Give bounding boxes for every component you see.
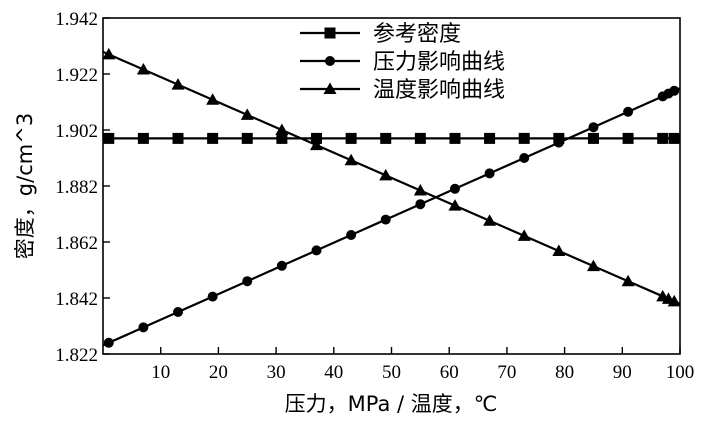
data-point-triangle	[621, 274, 635, 287]
y-axis-title: 密度，g/cm^3	[13, 113, 37, 259]
data-point-square	[310, 132, 322, 144]
data-point-circle	[623, 106, 634, 117]
data-point-square	[668, 132, 680, 144]
data-point-triangle	[552, 244, 566, 256]
x-tick-label: 50	[382, 362, 401, 383]
data-point-triangle	[240, 108, 254, 120]
legend-item-circle: 压力影响曲线	[300, 50, 505, 75]
data-point-triangle	[275, 123, 289, 135]
legend-marker-square	[324, 27, 336, 39]
x-tick-label: 60	[440, 362, 459, 383]
x-tick-label: 40	[324, 362, 343, 383]
data-point-triangle	[102, 47, 116, 60]
data-point-circle	[588, 122, 599, 133]
x-tick-label: 20	[209, 362, 228, 383]
data-point-triangle	[448, 199, 462, 211]
x-tick-label: 100	[666, 362, 695, 383]
y-tick-label: 1.922	[55, 65, 98, 86]
x-tick-label: 70	[497, 362, 516, 383]
data-point-circle	[173, 307, 184, 317]
data-point-square	[380, 132, 392, 144]
data-point-triangle	[379, 168, 393, 181]
legend-label: 参考密度	[373, 22, 461, 47]
data-point-circle	[103, 337, 114, 348]
data-point-circle	[669, 85, 680, 96]
data-point-circle	[346, 230, 357, 240]
x-tick-label: 90	[613, 362, 632, 383]
legend-label: 压力影响曲线	[373, 50, 505, 75]
data-point-square	[414, 132, 426, 144]
y-tick-label: 1.822	[55, 345, 98, 366]
data-point-square	[484, 132, 496, 144]
data-point-square	[172, 132, 184, 144]
data-point-circle	[519, 153, 530, 163]
x-tick-label: 10	[151, 362, 170, 383]
y-tick-label: 1.942	[55, 9, 98, 30]
data-point-triangle	[171, 78, 185, 90]
data-point-triangle	[483, 214, 497, 226]
legend-label: 温度影响曲线	[373, 78, 505, 103]
x-axis-title: 压力，MPa / 温度，℃	[285, 392, 498, 416]
data-point-square	[241, 132, 253, 144]
data-point-square	[207, 132, 219, 144]
data-point-square	[345, 132, 357, 144]
data-point-square	[657, 132, 669, 144]
y-tick-label: 1.862	[55, 233, 98, 254]
legend-item-square: 参考密度	[300, 22, 461, 47]
data-point-triangle	[136, 63, 150, 75]
x-tick-label: 30	[267, 362, 286, 383]
y-tick-label: 1.882	[55, 177, 98, 198]
data-point-circle	[311, 245, 322, 256]
y-tick-label: 1.842	[55, 289, 98, 310]
data-point-square	[103, 132, 115, 144]
data-point-triangle	[206, 93, 220, 105]
data-point-circle	[207, 291, 218, 302]
data-point-circle	[553, 137, 564, 148]
series-square	[103, 132, 680, 144]
data-point-triangle	[667, 294, 681, 307]
data-point-triangle	[413, 183, 427, 196]
data-point-circle	[484, 168, 495, 179]
data-point-circle	[449, 183, 460, 194]
data-point-square	[449, 132, 461, 144]
data-point-square	[137, 132, 149, 144]
data-point-circle	[380, 214, 391, 225]
data-point-circle	[276, 260, 287, 271]
data-point-triangle	[344, 153, 358, 166]
data-point-circle	[242, 276, 253, 287]
legend-item-triangle: 温度影响曲线	[300, 78, 505, 103]
data-point-circle	[415, 199, 426, 210]
data-point-triangle	[517, 229, 531, 241]
series-triangle	[102, 47, 681, 307]
data-point-square	[587, 132, 599, 144]
data-point-triangle	[309, 138, 323, 151]
legend-marker-triangle	[323, 82, 337, 94]
x-tick-label: 80	[555, 362, 574, 383]
data-point-triangle	[586, 259, 600, 272]
data-point-circle	[138, 322, 149, 333]
data-point-square	[518, 132, 530, 144]
data-point-square	[622, 132, 634, 144]
legend-marker-circle	[325, 56, 335, 66]
data-point-square	[276, 132, 288, 144]
y-tick-label: 1.902	[55, 121, 98, 142]
series-circle	[102, 85, 681, 348]
